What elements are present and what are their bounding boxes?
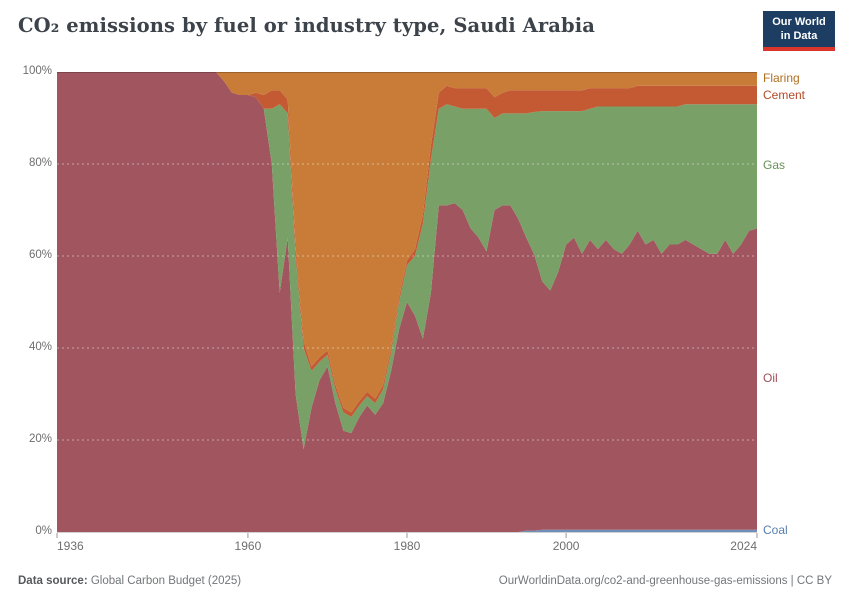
- page-title: CO₂ emissions by fuel or industry type, …: [18, 14, 595, 37]
- owid-logo-line1: Our World: [772, 16, 826, 28]
- x-axis-label-1980: 1980: [393, 539, 421, 553]
- y-axis-label-100: 100%: [22, 65, 52, 77]
- x-axis-label-2024: 2024: [730, 539, 757, 553]
- data-source-label: Data source:: [18, 575, 88, 587]
- legend-label-oil[interactable]: Oil: [763, 371, 778, 386]
- data-source: Data source: Global Carbon Budget (2025): [18, 575, 241, 587]
- chart-footer: Data source: Global Carbon Budget (2025)…: [18, 575, 832, 587]
- x-axis-label-2000: 2000: [552, 539, 580, 553]
- y-axis-label-40: 40%: [28, 341, 52, 353]
- area-gas[interactable]: [57, 72, 757, 450]
- area-coal[interactable]: [57, 529, 757, 532]
- area-flaring[interactable]: [57, 72, 757, 413]
- y-axis-label-60: 60%: [28, 249, 52, 261]
- owid-logo-line2: in Data: [780, 30, 818, 43]
- legend-label-gas[interactable]: Gas: [763, 158, 786, 173]
- legend-label-cement[interactable]: Cement: [763, 87, 806, 102]
- owid-logo-red-bar: [763, 46, 835, 51]
- x-axis-label-1936: 1936: [57, 539, 84, 553]
- x-axis-label-1960: 1960: [234, 539, 262, 553]
- legend-label-flaring[interactable]: Flaring: [763, 70, 800, 85]
- owid-logo[interactable]: Our World in Data: [763, 11, 835, 51]
- owid-logo-box: Our World in Data: [763, 11, 835, 47]
- y-axis-label-80: 80%: [28, 157, 52, 169]
- data-source-value: Global Carbon Budget (2025): [87, 575, 242, 587]
- legend-label-coal[interactable]: Coal: [763, 522, 788, 537]
- y-axis-label-0: 0%: [35, 525, 52, 537]
- y-axis-label-20: 20%: [28, 433, 52, 445]
- credit-link[interactable]: OurWorldinData.org/co2-and-greenhouse-ga…: [498, 575, 832, 587]
